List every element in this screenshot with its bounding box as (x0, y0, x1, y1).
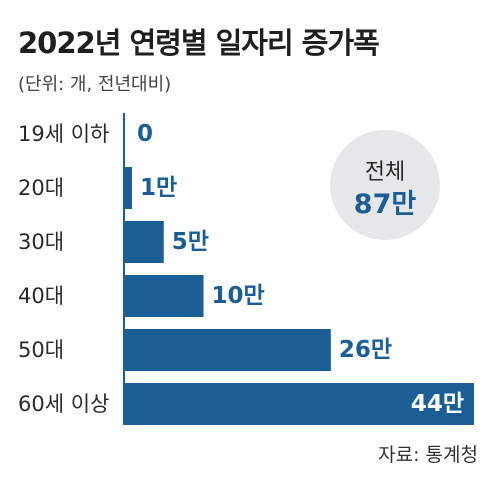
chart-subtitle: (단위: 개, 전년대비) (18, 74, 172, 95)
category-label: 50대 (18, 338, 64, 362)
total-badge: 전체 87만 (330, 130, 440, 240)
category-label: 19세 이하 (18, 122, 109, 146)
data-label: 26만 (339, 337, 392, 363)
data-label: 0 (137, 121, 153, 147)
source-note: 자료: 통계청 (378, 444, 478, 466)
bar (124, 275, 204, 317)
category-label: 20대 (18, 176, 64, 200)
data-label: 44만 (411, 391, 464, 417)
bar (124, 221, 164, 263)
bar (124, 383, 474, 425)
category-label: 60세 이상 (18, 392, 109, 416)
data-label: 5만 (172, 229, 209, 255)
data-label: 10만 (212, 283, 265, 309)
category-label: 40대 (18, 284, 64, 308)
data-label: 1만 (140, 175, 177, 201)
total-label: 전체 (364, 160, 406, 185)
category-label: 30대 (18, 230, 64, 254)
total-value: 87만 (353, 189, 417, 220)
bar (124, 329, 331, 371)
bar (124, 167, 132, 209)
chart-title: 2022년 연령별 일자리 증가폭 (18, 26, 380, 60)
